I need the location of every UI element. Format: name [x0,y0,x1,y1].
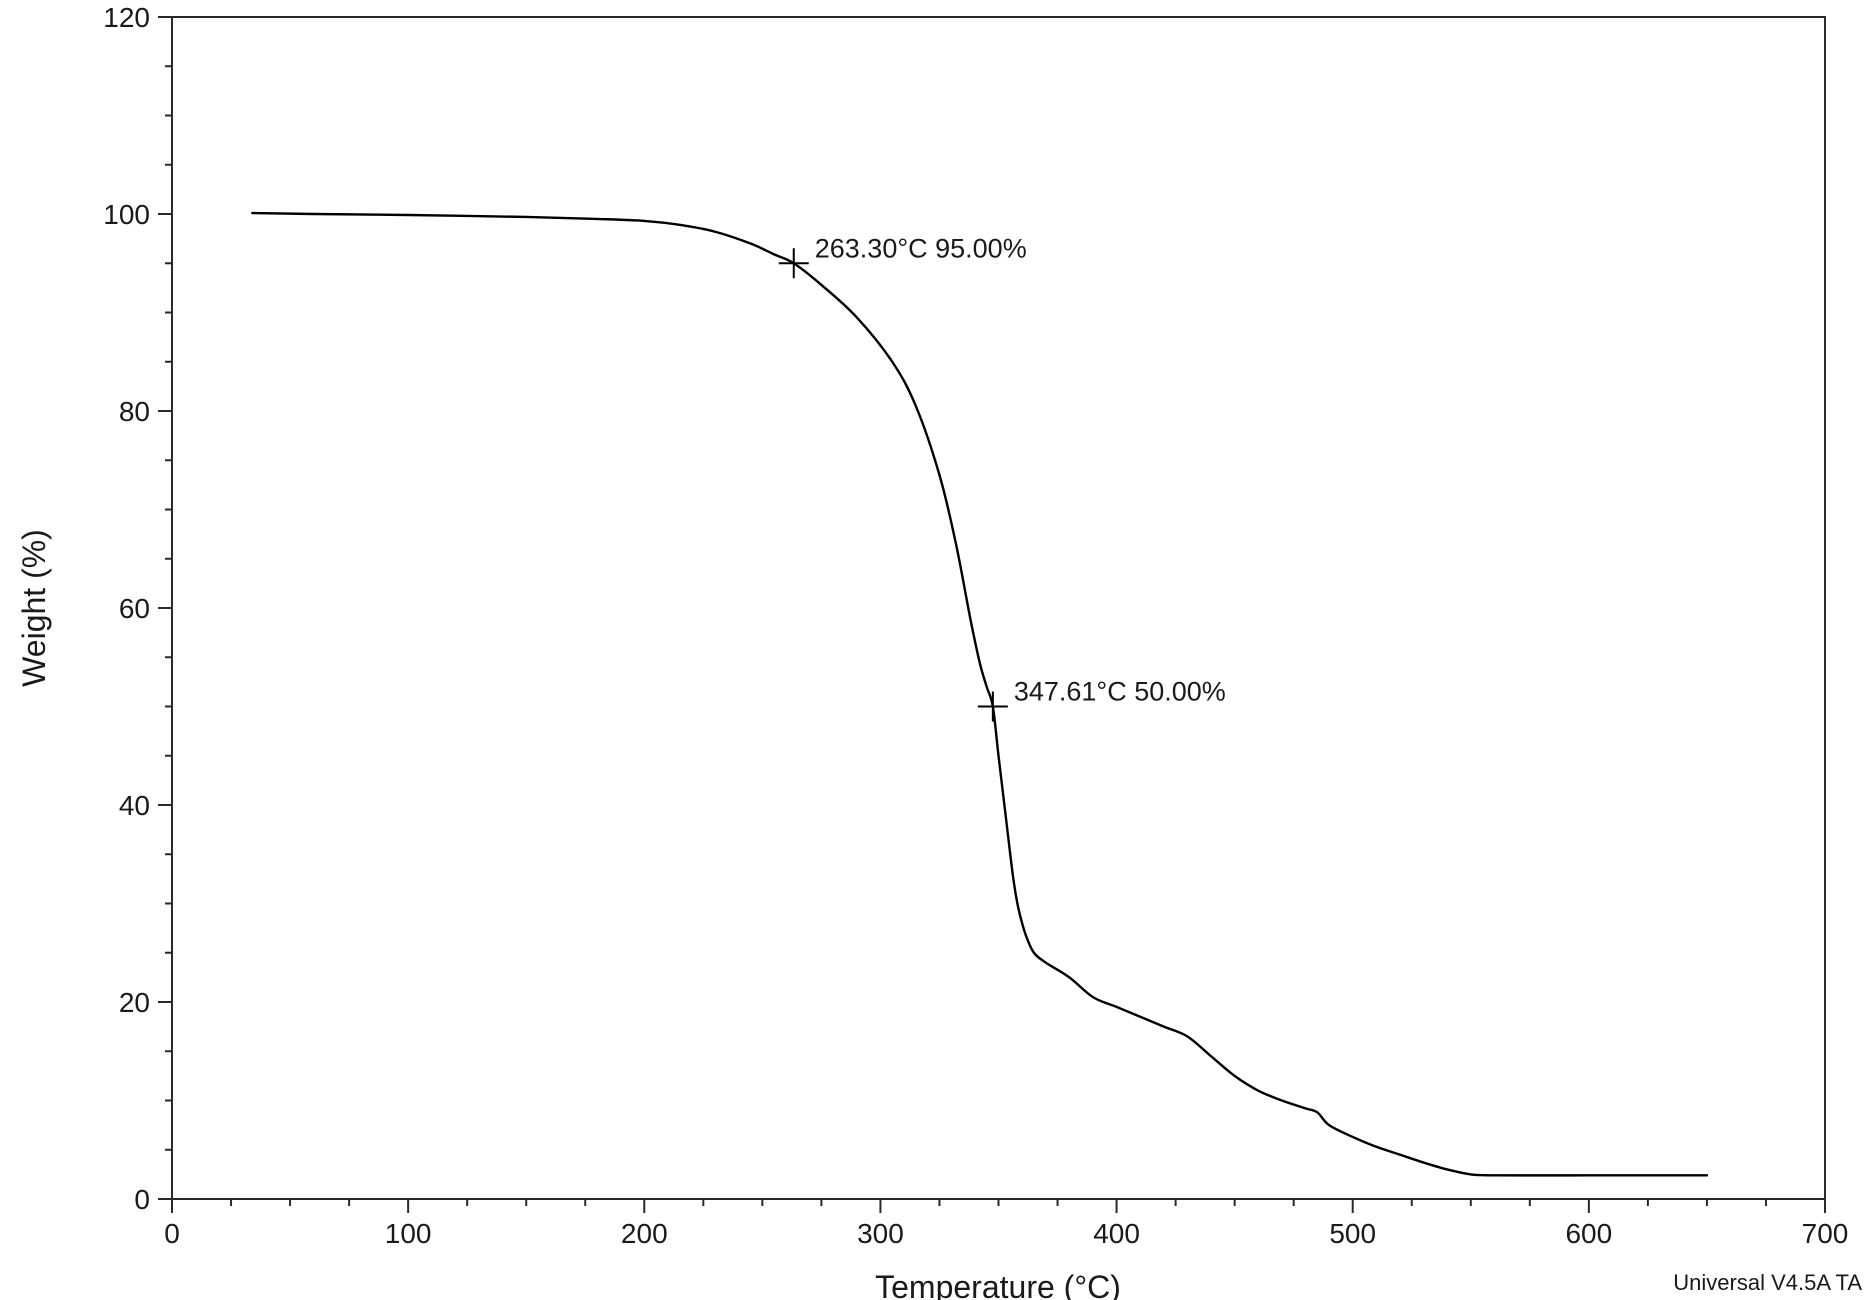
x-tick-label: 500 [1329,1218,1376,1249]
x-tick-label: 600 [1565,1218,1612,1249]
weight-curve [251,211,1709,1177]
weight-curve-group [251,211,1709,1177]
annotation-label: 263.30°C 95.00% [815,233,1027,263]
x-axis-ticks: 0 100 200 300 400 500 600 700 [164,1199,1848,1249]
software-version-label: Universal V4.5A TA [1673,1270,1862,1295]
y-axis-ticks: 0 20 40 60 80 100 120 [103,2,172,1215]
y-tick-label: 120 [103,2,150,33]
y-axis-label: Weight (%) [16,529,52,687]
annotations: 263.30°C 95.00% 347.61°C 50.00% [778,233,1226,722]
x-tick-label: 200 [621,1218,668,1249]
y-tick-label: 60 [119,593,150,624]
y-tick-label: 100 [103,199,150,230]
x-axis-label: Temperature (°C) [875,1269,1121,1300]
y-tick-label: 20 [119,987,150,1018]
x-tick-label: 100 [385,1218,432,1249]
plot-frame [171,16,1826,1200]
y-tick-label: 40 [119,790,150,821]
x-tick-label: 300 [857,1218,904,1249]
x-tick-label: 400 [1093,1218,1140,1249]
annotation-label: 347.61°C 50.00% [1014,677,1226,707]
x-tick-label: 0 [164,1218,180,1249]
y-tick-label: 80 [119,396,150,427]
x-tick-label: 700 [1802,1218,1849,1249]
y-tick-label: 0 [134,1184,150,1215]
